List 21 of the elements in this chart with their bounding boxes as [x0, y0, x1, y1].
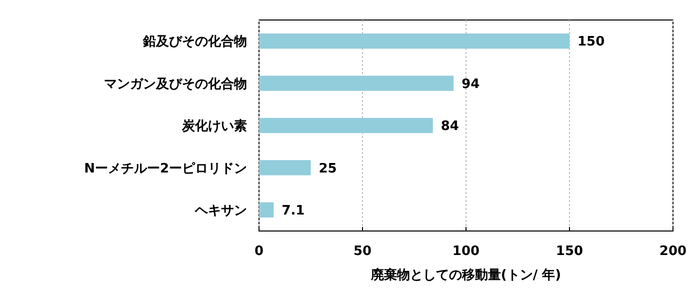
data-label: 25: [318, 161, 337, 176]
y-tick-label: マンガン及びその化合物: [104, 76, 247, 92]
data-label: 94: [462, 76, 480, 92]
bar: [259, 202, 274, 218]
x-axis-title: 廃棄物としての移動量(トン/ 年): [370, 267, 562, 283]
x-tick-label: 0: [254, 244, 264, 259]
bar: [259, 118, 433, 134]
x-tick-label: 50: [353, 244, 372, 259]
x-tick-label: 200: [659, 244, 687, 259]
data-label: 150: [578, 34, 605, 50]
bar: [259, 76, 454, 91]
data-label: 7.1: [282, 203, 305, 218]
y-tick-label: ヘキサン: [194, 203, 247, 218]
x-tick-label: 150: [556, 244, 584, 259]
data-label: 84: [440, 119, 459, 134]
x-tick-label: 100: [452, 244, 480, 259]
y-tick-label: 鉛及びその化合物: [142, 34, 247, 50]
y-tick-label: 炭化けい素: [181, 118, 247, 134]
bar: [259, 34, 570, 49]
y-tick-label: Nーメチルー2ーピロリドン: [84, 161, 247, 176]
bar: [259, 160, 311, 176]
